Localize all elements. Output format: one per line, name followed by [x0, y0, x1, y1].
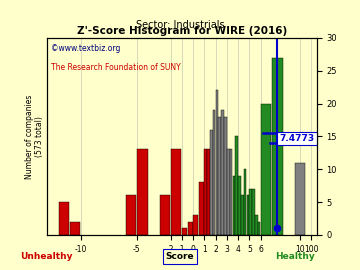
Bar [249, 189, 252, 235]
Bar [182, 228, 187, 235]
Bar [70, 222, 80, 235]
Text: 7.4773: 7.4773 [279, 134, 315, 143]
Bar [193, 215, 198, 235]
Bar [171, 150, 181, 235]
Bar [126, 195, 136, 235]
Bar [233, 176, 235, 235]
Bar [221, 110, 224, 235]
Bar [241, 195, 244, 235]
Bar [219, 117, 221, 235]
Bar [244, 169, 246, 235]
Bar [188, 222, 193, 235]
Text: Sector: Industrials: Sector: Industrials [136, 20, 224, 30]
Title: Z'-Score Histogram for WIRE (2016): Z'-Score Histogram for WIRE (2016) [77, 26, 287, 36]
Y-axis label: Number of companies
(573 total): Number of companies (573 total) [24, 94, 44, 178]
Bar [213, 110, 215, 235]
Bar [137, 150, 148, 235]
Bar [204, 150, 207, 235]
Bar [224, 117, 227, 235]
Bar [238, 176, 241, 235]
Text: Score: Score [166, 252, 194, 261]
Bar [216, 90, 218, 235]
Bar [295, 163, 305, 235]
Text: The Research Foundation of SUNY: The Research Foundation of SUNY [51, 63, 181, 72]
Bar [235, 136, 238, 235]
Text: Unhealthy: Unhealthy [21, 252, 73, 261]
Bar [199, 182, 204, 235]
Bar [247, 195, 249, 235]
Bar [252, 189, 255, 235]
Bar [207, 150, 210, 235]
Bar [258, 222, 260, 235]
Bar [58, 202, 69, 235]
Bar [261, 103, 271, 235]
Bar [227, 150, 230, 235]
Bar [160, 195, 170, 235]
Text: Healthy: Healthy [275, 252, 315, 261]
Bar [255, 215, 258, 235]
Text: ©www.textbiz.org: ©www.textbiz.org [51, 44, 120, 53]
Bar [210, 130, 213, 235]
Bar [230, 150, 232, 235]
Bar [272, 58, 283, 235]
